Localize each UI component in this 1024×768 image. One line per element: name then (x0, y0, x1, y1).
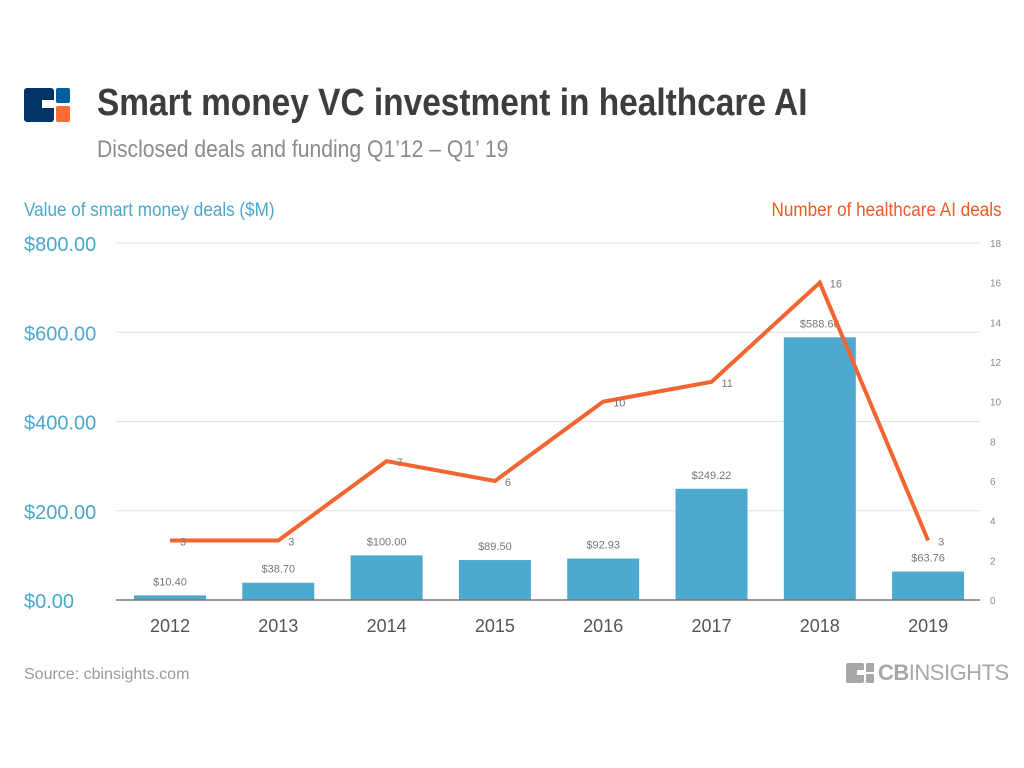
left-tick-label: $800.00 (24, 234, 96, 256)
bar-value-label: $249.22 (692, 470, 732, 482)
right-tick-label: 14 (990, 318, 1002, 329)
right-tick-label: 6 (990, 477, 996, 488)
brand-bold: CB (878, 660, 909, 685)
bar-value-label: $10.40 (153, 576, 187, 588)
bar (675, 488, 748, 600)
bar (134, 595, 206, 600)
x-tick-label: 2013 (258, 616, 298, 636)
bar (458, 560, 531, 600)
right-tick-label: 2 (990, 556, 996, 567)
brand-light: INSIGHTS (908, 660, 1009, 685)
x-tick-label: 2018 (800, 616, 840, 636)
x-tick-label: 2019 (908, 616, 948, 636)
line-value-label: 11 (722, 378, 733, 390)
x-tick-label: 2012 (150, 616, 190, 636)
left-tick-label: $0.00 (24, 591, 74, 613)
bar-value-label: $63.76 (911, 553, 945, 565)
line-value-label: 10 (613, 398, 625, 410)
right-tick-label: 16 (990, 279, 1002, 290)
line-value-label: 7 (397, 457, 403, 469)
x-tick-label: 2016 (583, 616, 623, 636)
chart-title: Smart money VC investment in healthcare … (97, 82, 808, 124)
left-axis-label: Value of smart money deals ($M) (24, 200, 275, 221)
bar-value-label: $38.70 (261, 564, 295, 576)
left-tick-label: $400.00 (24, 413, 96, 435)
source-text: Source: cbinsights.com (24, 666, 190, 683)
line-value-label: 3 (938, 537, 944, 549)
left-tick-label: $600.00 (24, 323, 96, 345)
bar-value-label: $100.00 (367, 536, 407, 548)
cb-logo-icon (24, 88, 70, 127)
right-tick-label: 4 (990, 517, 996, 528)
line-value-label: 6 (505, 477, 511, 489)
left-tick-label: $200.00 (24, 502, 96, 524)
bar (567, 558, 640, 600)
right-tick-label: 0 (990, 596, 996, 607)
bar-value-label: $89.50 (478, 541, 512, 553)
right-tick-label: 10 (990, 398, 1002, 409)
chart-subtitle: Disclosed deals and funding Q1’12 – Q1’ … (97, 136, 509, 163)
cb-logo-icon (846, 663, 874, 683)
cbinsights-logo: CBINSIGHTS (846, 660, 1009, 686)
bar-value-label: $588.66 (800, 318, 840, 330)
bar (242, 582, 315, 600)
right-axis-label: Number of healthcare AI deals (771, 200, 1002, 221)
deals-line (170, 279, 930, 543)
right-tick-label: 8 (990, 437, 996, 448)
right-tick-label: 18 (990, 239, 1002, 250)
x-tick-label: 2017 (691, 616, 731, 636)
x-tick-label: 2014 (367, 616, 407, 636)
bar (892, 571, 965, 600)
line-value-label: 3 (180, 537, 186, 549)
bar-value-label: $92.93 (586, 540, 620, 552)
bar (350, 555, 423, 600)
line-value-label: 16 (830, 279, 842, 291)
bar (783, 337, 856, 600)
right-tick-label: 12 (990, 358, 1002, 369)
line-value-label: 3 (288, 537, 294, 549)
x-tick-label: 2015 (475, 616, 515, 636)
